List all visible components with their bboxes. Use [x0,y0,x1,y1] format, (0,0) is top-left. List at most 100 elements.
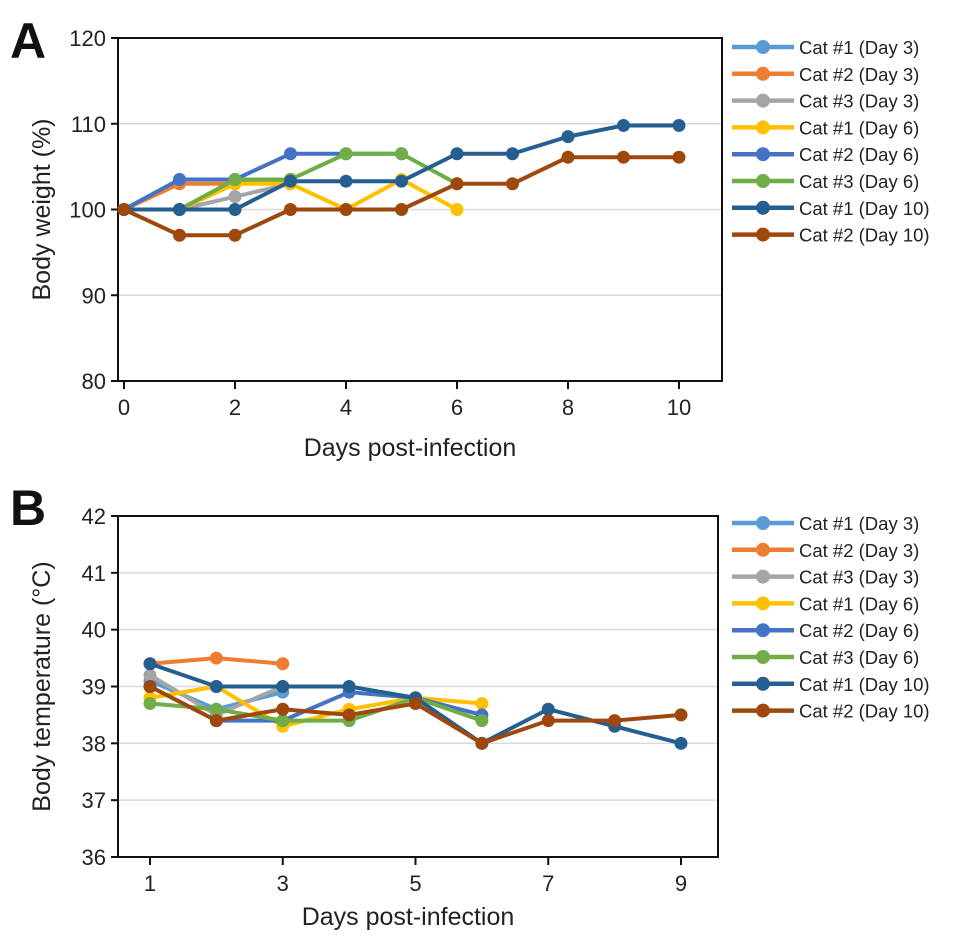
legend-item: Cat #1 (Day 3) [732,37,919,58]
legend-swatch-marker [756,596,770,611]
data-point [475,714,489,728]
data-point [450,203,464,216]
legend-item: Cat #1 (Day 6) [732,117,919,138]
series-cat2_day10 [117,150,686,242]
y-tick-label: 80 [82,369,106,394]
legend-item: Cat #2 (Day 3) [732,540,919,561]
x-tick-label: 6 [451,395,463,420]
legend-label: Cat #1 (Day 3) [799,37,919,58]
legend-label: Cat #1 (Day 10) [799,674,930,695]
data-point [228,190,242,204]
legend-swatch-marker [756,200,770,215]
legend-label: Cat #2 (Day 10) [799,701,930,722]
x-tick-label: 10 [667,395,691,420]
data-point [342,680,356,693]
data-point [143,697,157,711]
data-point [506,147,519,161]
data-point [561,130,575,144]
x-tick-label: 8 [562,395,574,420]
data-point [276,702,290,716]
legend-swatch-marker [756,66,770,81]
y-tick-label: 39 [82,675,106,700]
legend-item: Cat #1 (Day 6) [732,593,919,614]
data-point [395,147,408,161]
data-point [209,714,223,728]
data-point [143,657,157,671]
legend-swatch-marker [756,147,770,162]
legend-item: Cat #1 (Day 10) [732,674,930,695]
y-tick-label: 120 [69,26,106,51]
legend-swatch-marker [756,516,770,530]
series-cat1_day10 [117,118,686,216]
legend-item: Cat #2 (Day 6) [732,620,919,641]
panel-letter: A [10,13,46,69]
legend-label: Cat #3 (Day 3) [799,91,919,112]
chart-panel-b: B 36 37 38 39 40 41 42 1 3 5 7 9 Days post-infection B… [10,480,930,931]
data-point [284,147,297,161]
data-point [209,651,223,665]
legend-item: Cat #1 (Day 3) [732,513,919,534]
data-point [506,177,519,191]
data-point [395,203,408,216]
legend-swatch-marker [756,542,770,557]
y-tick-label: 38 [82,731,106,756]
data-point [450,147,464,161]
data-point [672,118,686,132]
x-tick-label: 3 [277,871,289,896]
legend-swatch-marker [756,623,770,638]
data-point [228,203,242,216]
x-tick-label: 0 [118,395,130,420]
legend-swatch-marker [756,40,770,54]
legend-label: Cat #2 (Day 10) [799,225,930,246]
data-point [339,147,353,161]
data-point [284,174,297,188]
y-tick-label: 110 [71,112,106,137]
legend-swatch-marker [756,569,770,584]
x-tick-label: 4 [340,395,352,420]
data-point [173,228,186,242]
chart-panel-a: A 80 90 100 110 120 0 2 4 6 8 10 Days post-infection… [10,13,930,462]
data-point [395,174,408,188]
legend-item: Cat #3 (Day 3) [732,91,919,112]
legend-swatch-marker [756,227,770,242]
x-axis-title: Days post-infection [304,434,517,462]
data-point [339,203,353,216]
legend-swatch-marker [756,120,770,135]
legend-swatch-marker [756,174,770,188]
legend-label: Cat #3 (Day 3) [799,567,919,588]
data-point [608,714,622,728]
data-point [228,172,242,186]
data-point [672,150,686,164]
legend-label: Cat #3 (Day 6) [799,171,919,192]
legend-item: Cat #3 (Day 6) [732,171,919,192]
legend-item: Cat #3 (Day 6) [732,647,919,668]
legend-label: Cat #2 (Day 6) [799,144,919,165]
legend-item: Cat #3 (Day 3) [732,567,919,588]
legend-label: Cat #1 (Day 10) [799,198,930,219]
data-point [617,118,630,132]
data-point [674,736,688,750]
data-point [450,177,464,191]
data-point [117,203,131,216]
x-tick-label: 5 [409,871,421,896]
legend-item: Cat #2 (Day 10) [732,225,930,246]
data-point [276,657,290,671]
data-point [541,714,555,728]
data-point [173,172,186,186]
y-tick-label: 36 [82,845,106,870]
y-tick-label: 37 [82,788,106,813]
data-point [209,680,223,693]
y-axis-title: Body weight (%) [28,118,56,300]
y-tick-label: 42 [82,504,106,529]
legend-label: Cat #2 (Day 3) [799,540,919,561]
legend-label: Cat #1 (Day 6) [799,593,919,614]
legend-label: Cat #1 (Day 3) [799,513,919,534]
legend-item: Cat #2 (Day 10) [732,701,930,722]
y-tick-label: 100 [69,198,106,223]
panel-letter: B [10,480,46,536]
data-point [276,714,290,728]
legend-swatch-marker [756,93,770,108]
legend-label: Cat #3 (Day 6) [799,647,919,668]
legend-swatch-marker [756,650,770,664]
